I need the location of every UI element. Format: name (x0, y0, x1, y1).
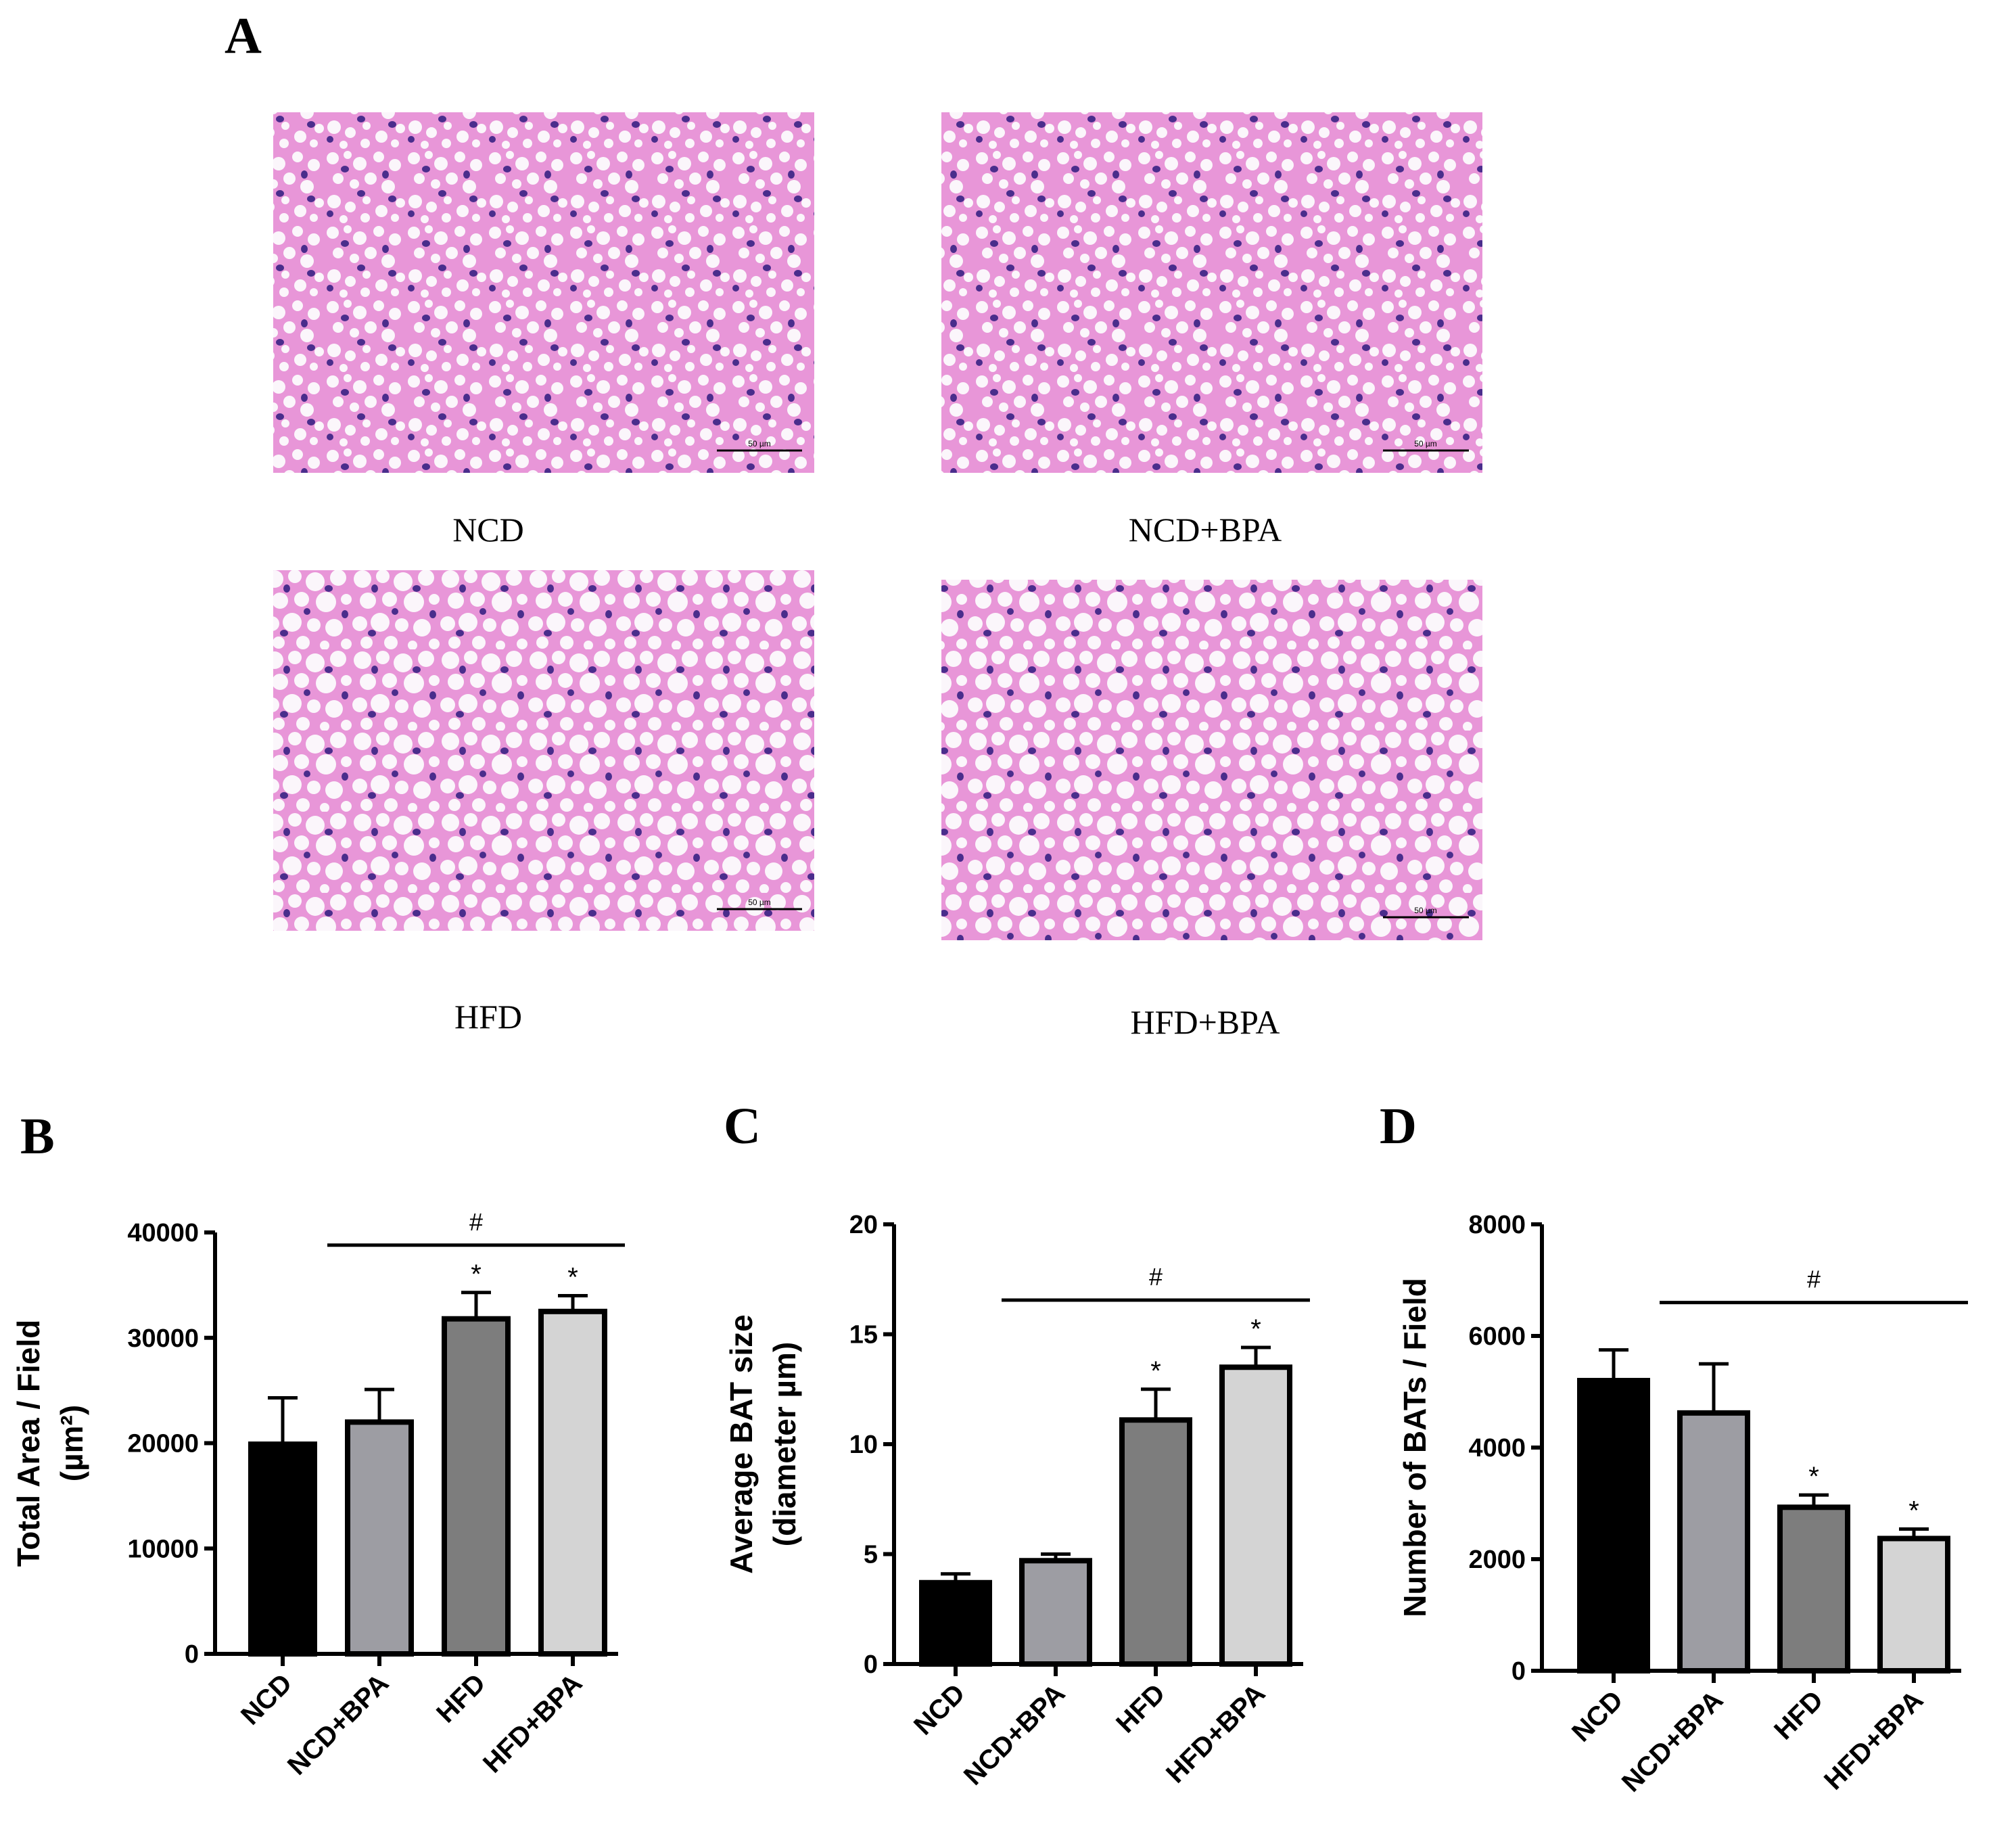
y-tick-label: 10 (849, 1431, 878, 1459)
bar (1577, 1378, 1650, 1673)
y-tick-label: 10000 (127, 1535, 199, 1563)
comparison-hash: # (1149, 1263, 1163, 1291)
bar (442, 1316, 511, 1657)
significance-star: * (1250, 1314, 1261, 1344)
bar (1677, 1410, 1750, 1674)
y-tick-label: 30000 (127, 1324, 199, 1353)
micrograph-ncd-bpa: 50 µm (941, 112, 1482, 473)
y-tick-label: 20000 (127, 1430, 199, 1458)
y-tick-label: 0 (185, 1640, 199, 1669)
y-tick-label: 6000 (1468, 1322, 1526, 1351)
x-tick-label: NCD+BPA (958, 1678, 1071, 1791)
x-tick-label: HFD+BPA (1819, 1685, 1929, 1795)
micrograph-label-hfd: HFD (454, 998, 522, 1036)
scale-bar-label: 50 µm (1414, 906, 1437, 915)
y-axis-label: (diameter µm) (767, 1342, 802, 1547)
x-tick-label: HFD (431, 1668, 491, 1728)
bar (1219, 1364, 1292, 1667)
y-axis-label: Number of BATs / Field (1397, 1278, 1432, 1617)
x-tick-label: NCD (1566, 1685, 1628, 1747)
bar (538, 1308, 607, 1657)
comparison-hash: # (1807, 1266, 1821, 1293)
bar (1019, 1558, 1092, 1667)
y-tick-label: 15 (849, 1321, 878, 1349)
scale-bar-label: 50 µm (1414, 439, 1437, 448)
micrograph-hfd: 50 µm (273, 570, 814, 931)
x-tick-label: NCD+BPA (282, 1668, 395, 1781)
bar (248, 1441, 317, 1657)
comparison-hash: # (469, 1208, 483, 1236)
y-axis-label: (µm²) (54, 1405, 89, 1481)
y-axis-label: Average BAT size (724, 1314, 759, 1573)
y-tick-label: 40000 (127, 1219, 199, 1247)
micrograph-label-ncd-bpa: NCD+BPA (1129, 511, 1282, 549)
y-tick-label: 5 (864, 1541, 878, 1569)
y-tick-label: 0 (1511, 1657, 1526, 1686)
significance-star: * (567, 1262, 578, 1292)
x-tick-label: NCD (235, 1668, 298, 1730)
micrograph-hfd-bpa: 50 µm (941, 580, 1482, 940)
panel-letter-b: B (20, 1108, 55, 1165)
chart-c: 0 5 10 15 20 Average BAT size (diameter µm) NCD… (724, 1211, 1310, 1791)
micrograph-ncd: 50 µm (273, 112, 814, 473)
panel-letter-c: C (724, 1098, 761, 1155)
panel-letter-a: A (225, 7, 262, 64)
x-tick-label: HFD (1768, 1685, 1829, 1745)
y-tick-label: 8000 (1468, 1211, 1526, 1239)
bar (919, 1579, 992, 1667)
y-axis-label: Total Area / Field (11, 1320, 46, 1567)
bar (1777, 1504, 1850, 1673)
chart-b: 0 10000 20000 30000 40000 Total Area / Field(… (11, 1208, 625, 1781)
y-tick-label: 20 (849, 1211, 878, 1239)
scale-bar-label: 50 µm (748, 898, 771, 907)
y-tick-label: 4000 (1468, 1434, 1526, 1462)
bar (1877, 1535, 1950, 1674)
micrograph-label-hfd-bpa: HFD+BPA (1131, 1003, 1280, 1041)
chart-d: 0 2000 4000 6000 8000 Number of BATs / Field N… (1397, 1211, 1968, 1798)
significance-star: * (1150, 1356, 1161, 1386)
x-tick-label: NCD+BPA (1616, 1685, 1729, 1798)
x-tick-label: HFD+BPA (1161, 1678, 1271, 1788)
panel-letter-d: D (1380, 1098, 1417, 1155)
x-tick-label: HFD+BPA (477, 1668, 588, 1778)
x-tick-label: HFD (1110, 1678, 1171, 1738)
scale-bar-label: 50 µm (748, 439, 771, 448)
bar (1119, 1417, 1192, 1667)
significance-star: * (471, 1260, 482, 1289)
significance-star: * (1808, 1462, 1819, 1492)
micrograph-label-ncd: NCD (452, 511, 524, 549)
significance-star: * (1908, 1496, 1919, 1525)
y-tick-label: 0 (864, 1650, 878, 1679)
x-tick-label: NCD (908, 1678, 970, 1740)
y-tick-label: 2000 (1468, 1546, 1526, 1574)
bar (345, 1419, 414, 1657)
